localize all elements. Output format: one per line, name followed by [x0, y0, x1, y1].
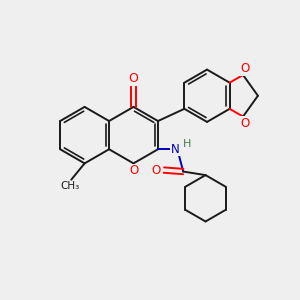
Text: O: O [152, 164, 161, 177]
Text: O: O [240, 117, 249, 130]
Text: CH₃: CH₃ [60, 181, 80, 191]
Text: O: O [240, 62, 249, 75]
Text: O: O [129, 164, 138, 177]
Text: N: N [170, 143, 179, 156]
Text: O: O [129, 73, 139, 85]
Text: H: H [183, 139, 191, 149]
